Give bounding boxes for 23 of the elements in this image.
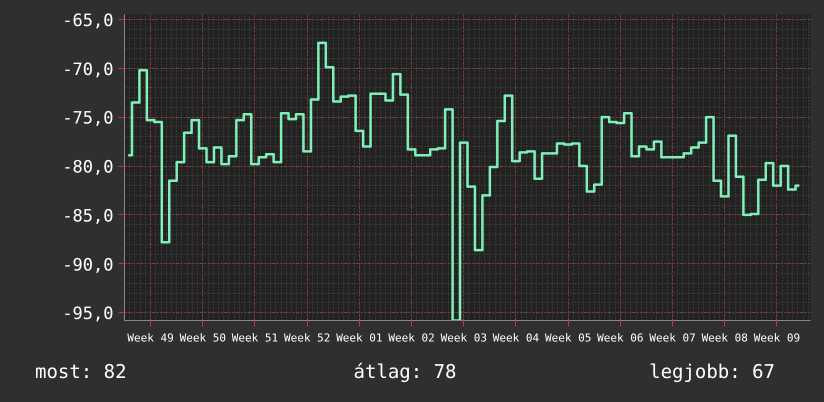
text: átlag: 78 xyxy=(354,360,456,385)
x-tick-label: Week 01 xyxy=(336,332,383,344)
x-tick-label: Week 03 xyxy=(440,332,487,344)
x-tick-label: Week 05 xyxy=(544,332,592,344)
x-tick-label: Week 09 xyxy=(754,332,800,344)
y-tick-label: -85,0 xyxy=(62,206,114,226)
y-tick-label: -75,0 xyxy=(62,108,114,129)
x-tick-label: Week 50 xyxy=(180,332,226,344)
text: most: 82 xyxy=(35,360,127,385)
y-tick-label: -80,0 xyxy=(62,158,114,178)
y-tick-label: -95,0 xyxy=(62,304,114,324)
x-tick-label: Week 06 xyxy=(597,332,644,344)
x-tick-label: Week 49 xyxy=(127,332,174,344)
x-tick-label: Week 07 xyxy=(649,332,696,344)
x-tick-label: Week 02 xyxy=(388,332,435,344)
y-tick-label: -90,0 xyxy=(62,255,114,276)
x-tick-label: Week 51 xyxy=(232,332,278,344)
text: legjobb: 67 xyxy=(649,360,775,385)
y-tick-label: -65,0 xyxy=(62,10,114,31)
x-tick-label: Week 04 xyxy=(492,332,540,344)
x-tick-label: Week 08 xyxy=(702,332,748,344)
y-tick-label: -70,0 xyxy=(62,60,114,80)
x-tick-label: Week 52 xyxy=(284,332,330,344)
